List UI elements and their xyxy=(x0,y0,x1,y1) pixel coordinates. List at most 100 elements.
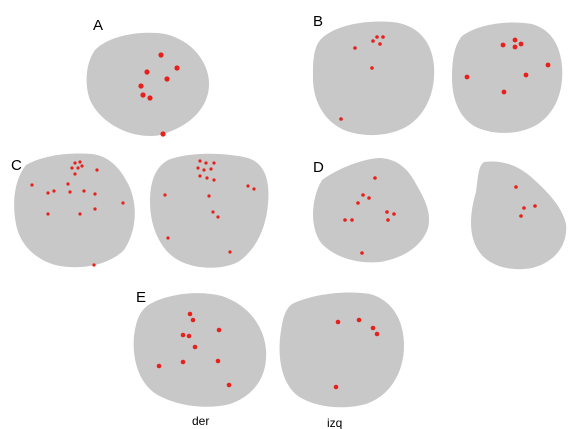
marker xyxy=(66,182,70,186)
marker xyxy=(156,363,162,369)
marker xyxy=(335,319,341,325)
marker xyxy=(186,333,192,339)
panel-b xyxy=(312,21,563,136)
panel-label-a: A xyxy=(93,17,103,34)
section-c-right xyxy=(14,153,135,268)
marker xyxy=(205,176,209,180)
marker xyxy=(196,166,200,170)
marker xyxy=(370,66,374,70)
marker xyxy=(371,39,375,43)
marker xyxy=(519,214,523,218)
marker xyxy=(82,189,86,193)
marker xyxy=(385,210,389,214)
marker xyxy=(375,35,379,39)
marker xyxy=(512,44,518,50)
panel-a xyxy=(86,32,210,137)
section-e-right xyxy=(133,293,267,407)
marker xyxy=(211,210,215,214)
panel-c xyxy=(14,153,269,268)
marker xyxy=(522,206,526,210)
marker xyxy=(514,185,518,189)
marker xyxy=(198,159,202,163)
section-a xyxy=(86,32,210,136)
marker xyxy=(523,72,529,78)
marker xyxy=(216,215,220,219)
marker xyxy=(226,382,232,388)
marker xyxy=(356,317,362,323)
marker xyxy=(76,166,80,170)
marker xyxy=(180,359,186,365)
marker xyxy=(73,161,77,165)
marker xyxy=(212,161,216,165)
marker xyxy=(386,218,390,222)
marker xyxy=(30,183,34,187)
marker xyxy=(46,212,50,216)
marker xyxy=(353,46,357,50)
marker xyxy=(93,207,97,211)
section-d-right xyxy=(313,158,430,263)
marker xyxy=(158,52,164,58)
marker xyxy=(246,184,250,188)
marker xyxy=(252,187,256,191)
marker xyxy=(190,317,196,323)
marker xyxy=(370,325,376,331)
marker xyxy=(209,167,213,171)
marker xyxy=(138,83,144,89)
marker xyxy=(80,164,84,168)
marker xyxy=(78,212,82,216)
section-b-right xyxy=(312,21,435,136)
marker xyxy=(187,311,193,317)
marker xyxy=(46,191,50,195)
marker xyxy=(500,42,506,48)
section-d-left xyxy=(471,161,567,270)
marker xyxy=(545,62,551,68)
marker xyxy=(202,168,206,172)
marker xyxy=(140,92,146,98)
column-label-left: izq xyxy=(327,416,342,429)
panel-label-e: E xyxy=(136,289,146,306)
marker xyxy=(78,160,82,164)
marker xyxy=(93,192,97,196)
marker xyxy=(392,212,396,216)
marker xyxy=(163,193,167,197)
panel-e xyxy=(133,292,404,408)
panel-label-b: B xyxy=(313,13,323,30)
marker xyxy=(204,161,208,165)
marker xyxy=(333,384,339,390)
marker xyxy=(374,331,380,337)
marker xyxy=(198,174,202,178)
marker xyxy=(501,89,507,95)
marker xyxy=(192,344,198,350)
section-e-left xyxy=(279,292,404,408)
marker xyxy=(70,166,74,170)
marker xyxy=(381,35,385,39)
marker xyxy=(166,236,170,240)
marker xyxy=(207,194,211,198)
marker xyxy=(212,178,216,182)
marker xyxy=(343,218,347,222)
marker xyxy=(512,37,518,43)
marker xyxy=(144,69,150,75)
panel-d xyxy=(313,158,567,270)
panel-label-d: D xyxy=(313,159,324,176)
marker xyxy=(356,201,360,205)
marker xyxy=(378,42,382,46)
marker xyxy=(160,131,166,137)
marker xyxy=(164,76,170,82)
marker xyxy=(215,358,221,364)
panel-label-c: C xyxy=(11,157,22,174)
marker xyxy=(350,218,354,222)
section-c-left xyxy=(150,153,269,268)
section-b-left xyxy=(452,22,563,133)
marker xyxy=(147,95,153,101)
marker xyxy=(174,65,180,71)
marker xyxy=(361,193,365,197)
marker xyxy=(373,176,377,180)
marker xyxy=(73,172,77,176)
column-label-right: der xyxy=(192,414,209,428)
marker xyxy=(216,327,222,333)
marker xyxy=(518,41,524,47)
marker xyxy=(68,190,72,194)
marker xyxy=(533,204,537,208)
